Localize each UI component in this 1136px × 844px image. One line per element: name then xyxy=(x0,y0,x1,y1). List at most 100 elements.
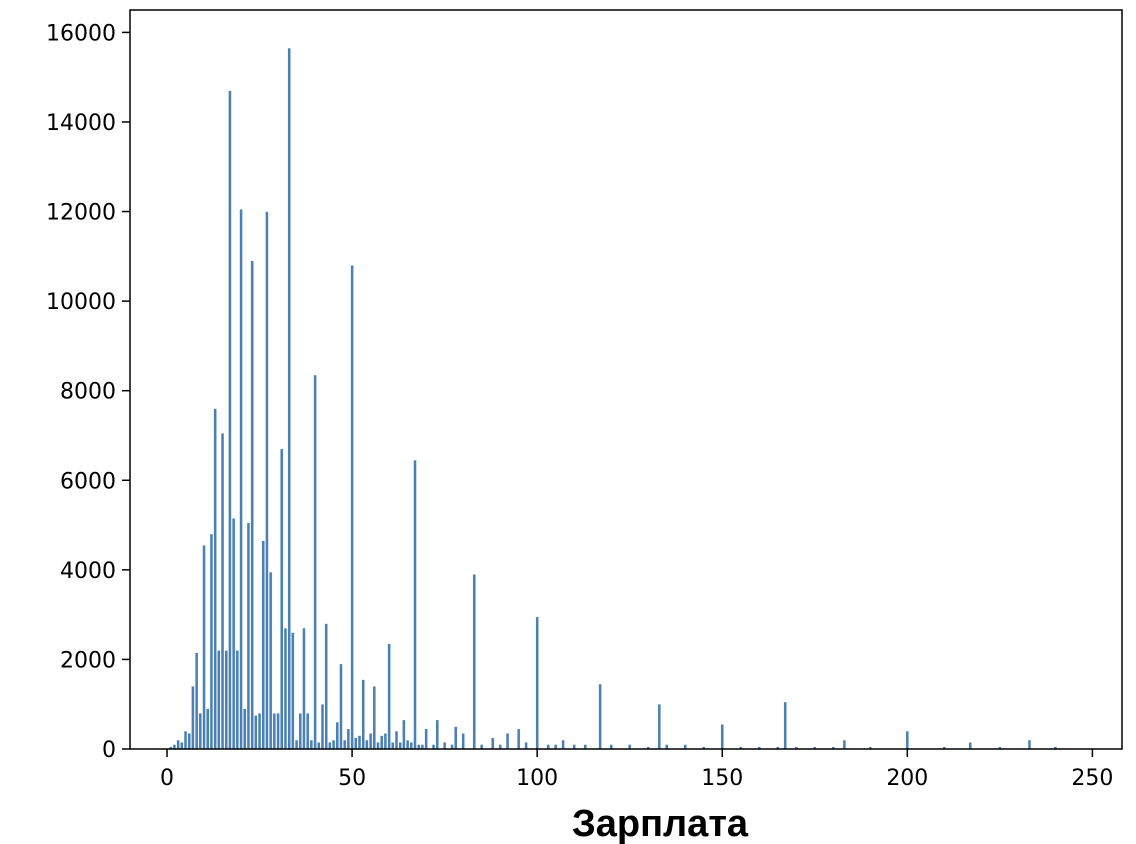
x-tick-label: 250 xyxy=(1071,766,1113,791)
histogram-bar xyxy=(442,742,447,750)
histogram-bar xyxy=(280,448,284,750)
histogram-bar xyxy=(313,374,317,750)
histogram-bar xyxy=(357,735,362,750)
histogram-bar xyxy=(202,545,206,750)
y-tick-label: 10000 xyxy=(46,290,116,315)
bar-series xyxy=(169,47,1058,750)
x-tick-label: 0 xyxy=(160,766,174,791)
x-axis-ticks: 0 50 100 150 200 250 xyxy=(160,749,1113,791)
x-tick-label: 100 xyxy=(516,766,558,791)
y-tick-label: 12000 xyxy=(46,201,116,226)
y-tick-label: 6000 xyxy=(60,469,116,494)
histogram-bar xyxy=(657,704,661,750)
histogram-bar xyxy=(180,742,184,750)
histogram-bar xyxy=(328,742,332,750)
histogram-bar xyxy=(217,650,221,750)
histogram-bar xyxy=(231,518,236,750)
histogram-bar xyxy=(239,209,243,750)
histogram-bar xyxy=(372,686,376,750)
histogram-bar xyxy=(350,265,354,750)
histogram-bar xyxy=(254,715,258,750)
histogram-bar xyxy=(387,643,391,750)
histogram-bar xyxy=(220,433,225,750)
histogram-bar xyxy=(354,737,358,750)
histogram-bar xyxy=(283,627,288,750)
histogram-bar xyxy=(383,733,388,750)
y-tick-label: 14000 xyxy=(46,111,116,136)
histogram-bar xyxy=(454,726,458,750)
histogram-bar xyxy=(324,623,328,750)
histogram-bar xyxy=(524,742,528,750)
histogram-bar xyxy=(491,737,495,750)
y-tick-label: 2000 xyxy=(60,648,116,673)
histogram-bar xyxy=(535,616,539,750)
histogram-bar xyxy=(842,739,847,750)
histogram-bar xyxy=(305,712,310,750)
histogram-bar xyxy=(176,739,180,750)
histogram-bar xyxy=(261,540,265,750)
histogram-bar xyxy=(1027,739,1032,750)
histogram-bar xyxy=(228,90,232,750)
x-tick-label: 50 xyxy=(338,766,366,791)
histogram-bar xyxy=(394,730,399,750)
histogram-bar xyxy=(224,650,228,750)
histogram-bar xyxy=(516,728,521,750)
histogram-bar xyxy=(265,211,269,750)
histogram-bar xyxy=(968,742,972,750)
histogram-bar xyxy=(246,522,251,750)
y-tick-label: 4000 xyxy=(60,559,116,584)
histogram-bar xyxy=(361,679,365,750)
histogram-bar xyxy=(368,733,373,750)
histogram-bar xyxy=(402,719,406,750)
histogram-bar xyxy=(302,627,306,750)
histogram-bar xyxy=(905,730,909,750)
histogram-bar xyxy=(598,683,602,750)
histogram-bar xyxy=(194,652,199,750)
histogram-bar xyxy=(413,459,417,750)
histogram-bar xyxy=(298,712,302,750)
y-tick-label: 16000 xyxy=(46,21,116,46)
histogram-bar xyxy=(317,742,321,750)
histogram-bar xyxy=(272,712,277,750)
histogram-bar xyxy=(198,712,203,750)
histogram-bar xyxy=(235,650,240,750)
histogram-bar xyxy=(309,739,314,750)
x-axis-label: Зарплата xyxy=(572,803,749,844)
histogram-bar xyxy=(405,739,410,750)
histogram-bar xyxy=(268,571,273,750)
histogram-bar xyxy=(320,704,325,750)
histogram-bar xyxy=(505,733,510,750)
histogram-bar xyxy=(291,632,295,750)
histogram-bar xyxy=(276,712,280,750)
histogram-bar xyxy=(365,739,369,750)
histogram-bar xyxy=(191,686,195,750)
histogram-bar xyxy=(250,260,254,750)
histogram-bar xyxy=(409,742,413,750)
histogram-bar xyxy=(294,739,299,750)
x-tick-label: 200 xyxy=(886,766,928,791)
x-tick-label: 150 xyxy=(701,766,743,791)
histogram-bar xyxy=(335,721,339,750)
y-tick-label: 0 xyxy=(102,738,116,763)
histogram-bar xyxy=(187,733,191,750)
histogram-bar xyxy=(206,708,210,750)
histogram-bar xyxy=(183,730,188,750)
histogram-bar xyxy=(472,574,476,750)
histogram-bar xyxy=(783,701,787,750)
histogram-bar xyxy=(243,708,247,750)
histogram-bar xyxy=(720,724,724,750)
histogram-bar xyxy=(376,742,380,750)
histogram-bar xyxy=(346,728,351,750)
plot-frame xyxy=(129,9,1123,750)
histogram-bar xyxy=(287,47,291,750)
histogram-bar xyxy=(257,712,262,750)
histogram-bar xyxy=(391,742,395,750)
histogram-bar xyxy=(561,739,565,750)
y-axis-ticks: 0 2000 4000 6000 8000 10000 12000 14000 16000 xyxy=(46,21,130,763)
histogram-bar xyxy=(343,739,347,750)
histogram-bar xyxy=(398,742,402,750)
histogram-bar xyxy=(213,408,217,750)
histogram-bar xyxy=(461,733,465,750)
